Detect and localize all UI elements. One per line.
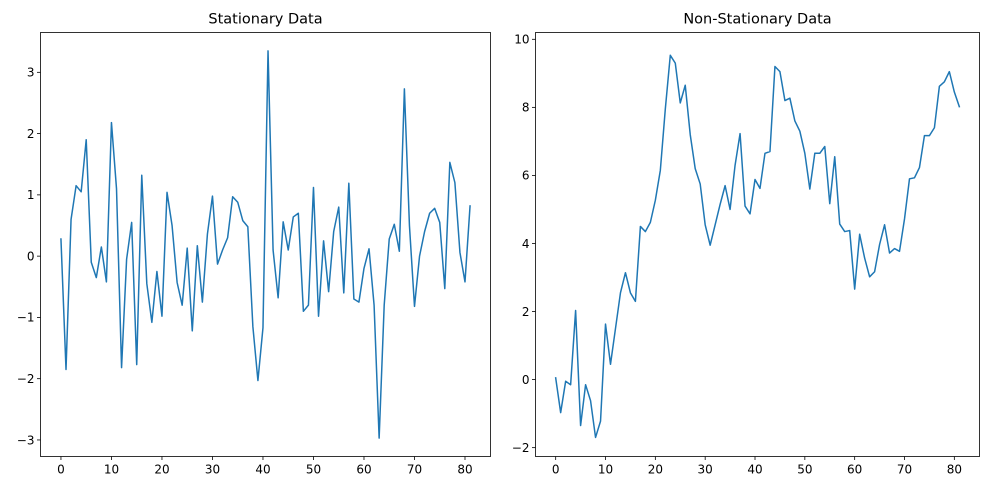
x-tick-label: 0 [57, 463, 65, 477]
x-tick-label: 70 [407, 463, 422, 477]
y-tick-label: 10 [514, 33, 529, 47]
series-line [554, 54, 961, 439]
y-tick-label: 2 [522, 305, 530, 319]
stationary-chart-panel: 0 10 20 30 40 50 60 70 80 −3 −2 −1 0 1 2 3 Stationary Da… [17, 12, 491, 477]
non-stationary-chart-panel: 0 10 20 30 40 50 60 70 80 −2 0 2 4 6 8 10 Non-Stationary… [512, 12, 980, 477]
x-tick-label: 40 [255, 463, 270, 477]
y-tick-label: −2 [512, 441, 530, 455]
x-tick-label: 40 [747, 463, 762, 477]
y-tick-label: 3 [27, 66, 35, 80]
x-tick-label: 50 [797, 463, 812, 477]
x-tick-label: 80 [947, 463, 962, 477]
axes-frame [535, 32, 980, 457]
x-tick-label: 60 [356, 463, 371, 477]
y-tick-label: 0 [27, 249, 35, 263]
y-tick-label: 2 [27, 127, 35, 141]
y-tick-label: 8 [522, 101, 530, 115]
x-tick-label: 50 [306, 463, 321, 477]
chart-title: Non-Stationary Data [683, 12, 831, 28]
x-tick-label: 0 [552, 463, 560, 477]
x-tick-label: 20 [648, 463, 663, 477]
x-tick-label: 80 [457, 463, 472, 477]
x-tick-label: 60 [847, 463, 862, 477]
x-tick-label: 30 [698, 463, 713, 477]
y-tick-label: −1 [17, 311, 35, 325]
series-line [60, 50, 471, 439]
x-tick-label: 30 [205, 463, 220, 477]
y-tick-label: −2 [17, 372, 35, 386]
x-tick-label: 10 [104, 463, 119, 477]
x-tick-label: 70 [897, 463, 912, 477]
y-tick-label: −3 [17, 433, 35, 447]
x-tick-label: 20 [154, 463, 169, 477]
y-tick-label: 0 [522, 373, 530, 387]
x-tick-label: 10 [598, 463, 613, 477]
y-tick-label: 6 [522, 169, 530, 183]
y-tick-label: 4 [522, 237, 530, 251]
chart-title: Stationary Data [208, 12, 322, 28]
axes-frame [40, 32, 491, 457]
y-tick-label: 1 [27, 188, 35, 202]
